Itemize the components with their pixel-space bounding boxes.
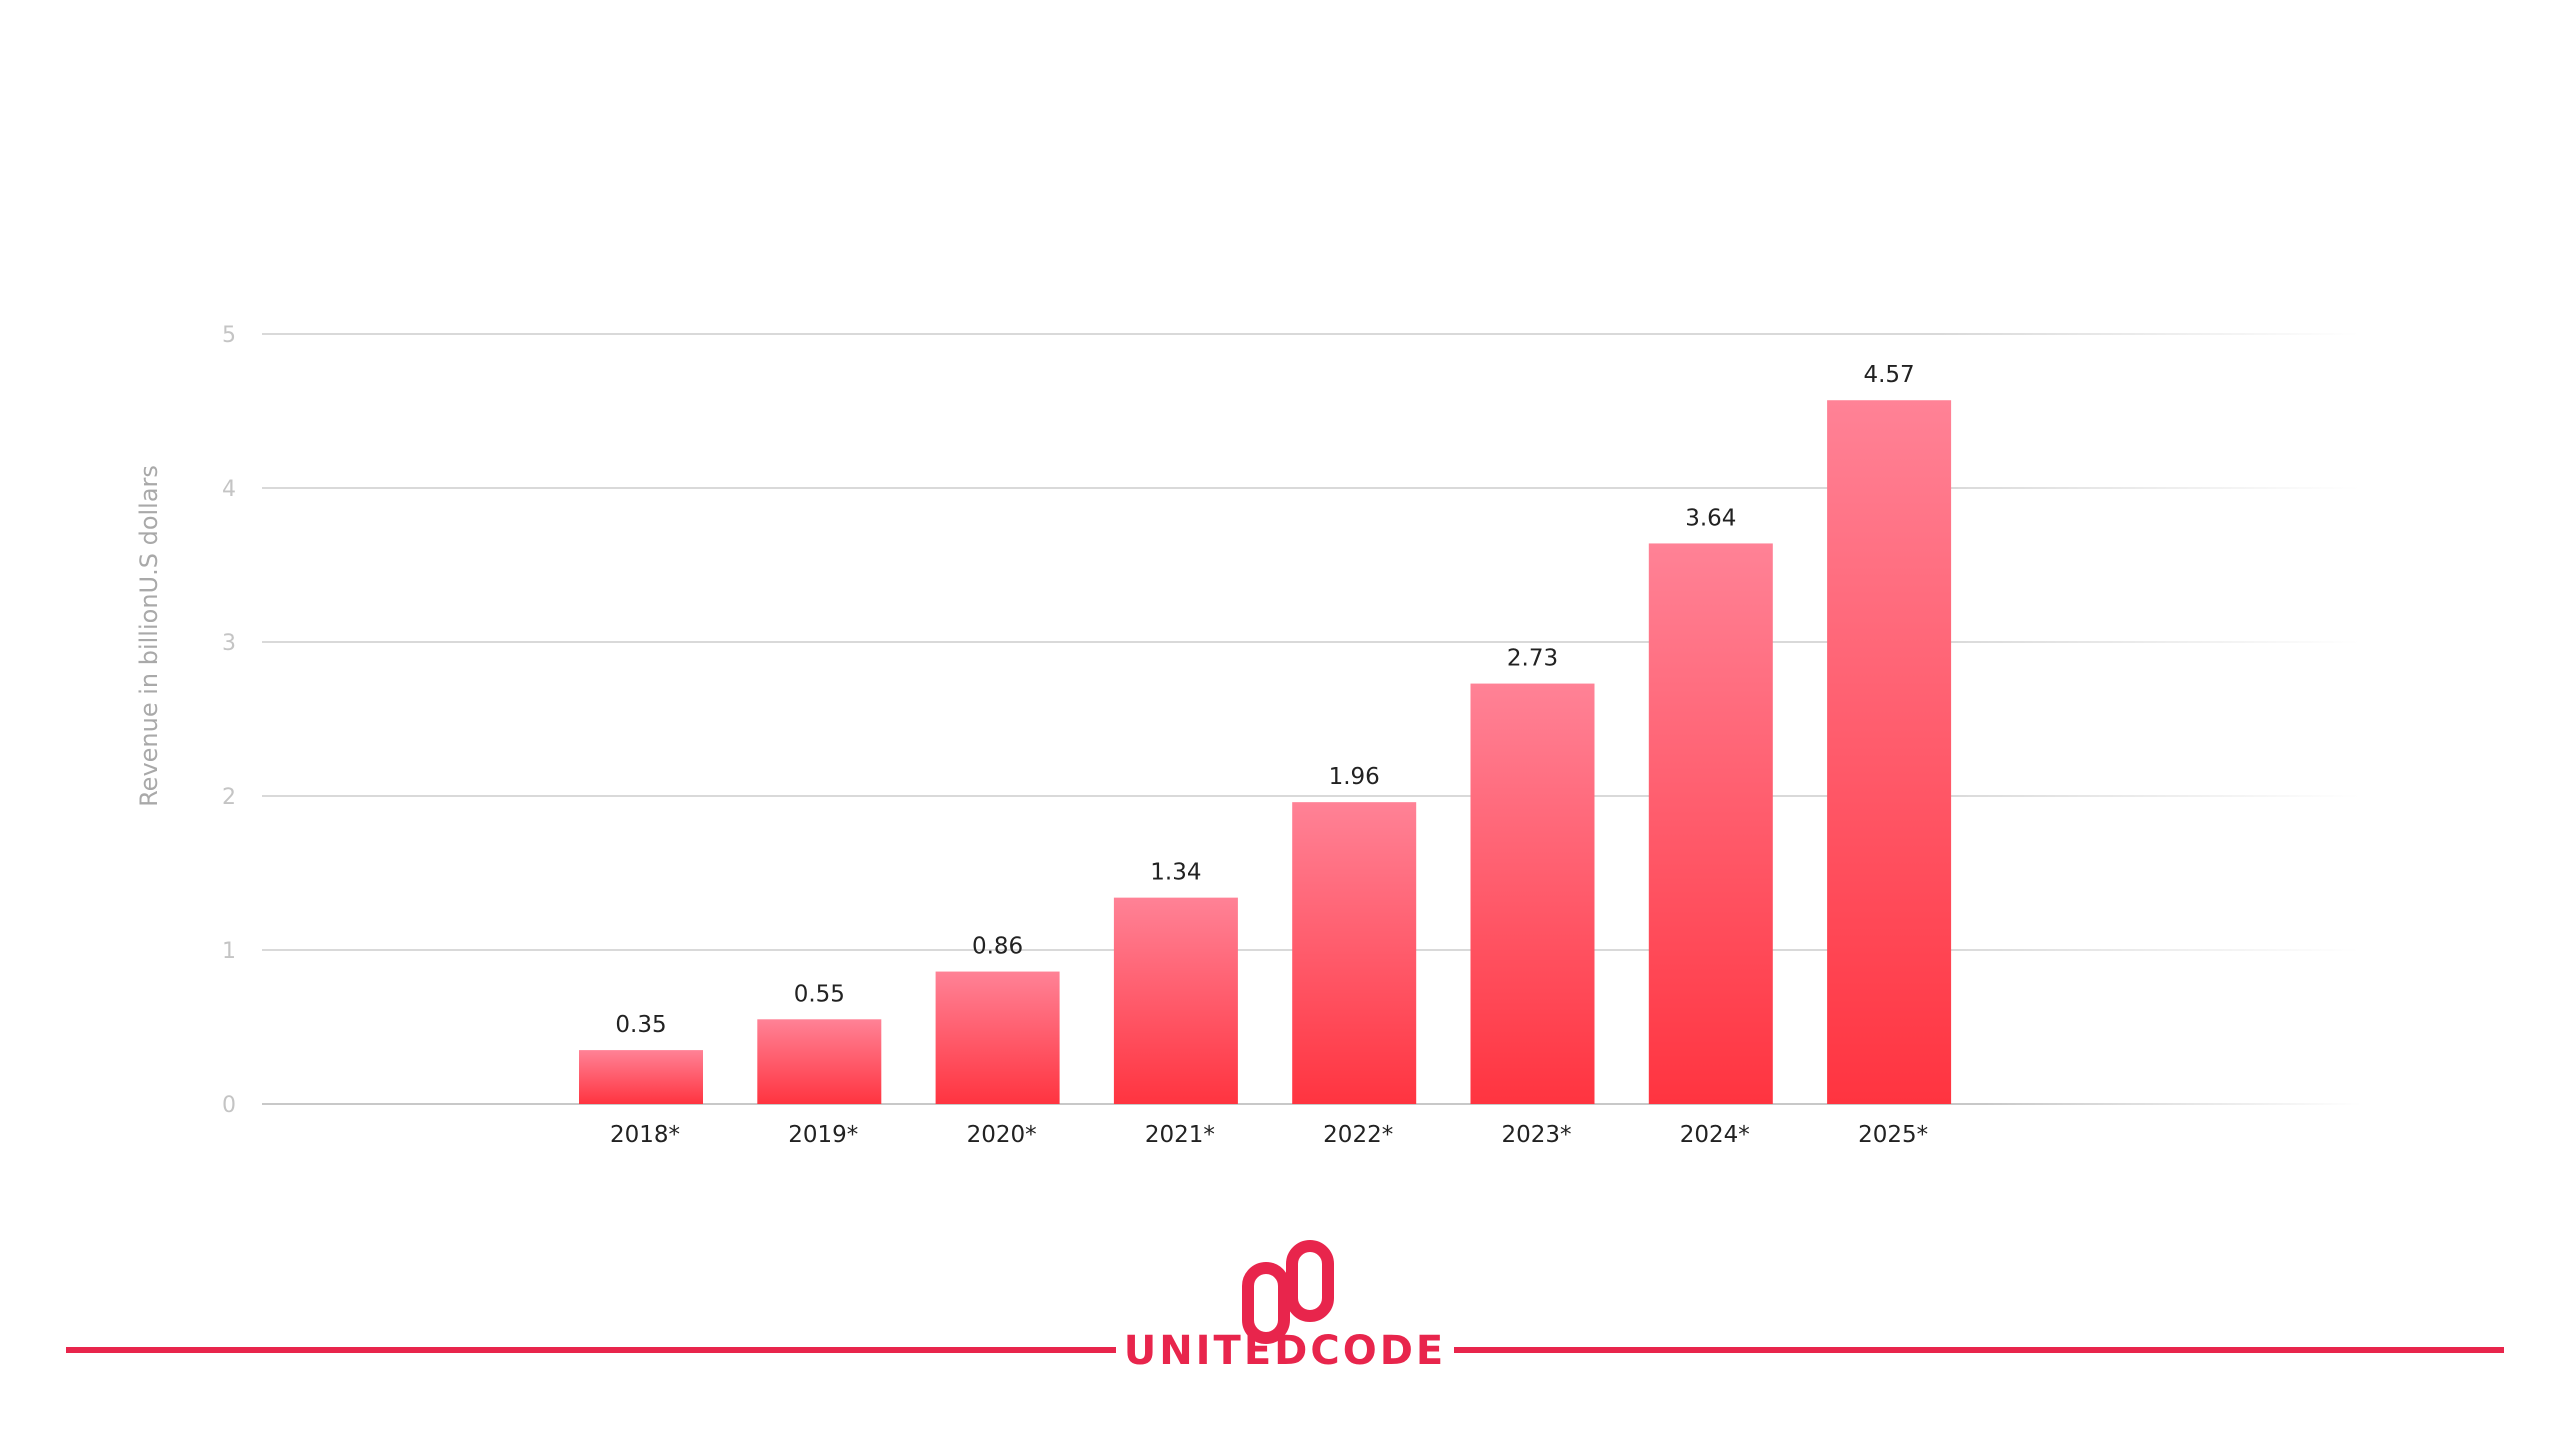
x-tick-label: 2022* bbox=[1323, 1122, 1393, 1148]
bar bbox=[579, 1050, 703, 1104]
gridline bbox=[262, 333, 2360, 335]
bar bbox=[1827, 400, 1952, 1105]
bar bbox=[1648, 543, 1773, 1104]
x-tick-label: 2019* bbox=[788, 1122, 858, 1148]
x-tick-label: 2025* bbox=[1858, 1122, 1928, 1148]
bar-value-label: 3.64 bbox=[1685, 505, 1736, 531]
x-tick-label: 2020* bbox=[967, 1122, 1037, 1148]
x-tick-label: 2018* bbox=[610, 1122, 680, 1148]
bar bbox=[935, 971, 1060, 1104]
bar bbox=[1470, 683, 1595, 1104]
bar-value-label: 0.35 bbox=[615, 1012, 666, 1038]
bar bbox=[1113, 897, 1238, 1104]
y-tick-labels: 0 1 2 3 4 5 bbox=[222, 323, 236, 1118]
bar-value-label: 4.57 bbox=[1863, 362, 1914, 388]
y-tick-label: 4 bbox=[222, 477, 236, 502]
value-labels: 0.35 0.55 0.86 1.34 1.96 2.73 3.64 4.57 bbox=[615, 362, 1914, 1038]
gridline bbox=[262, 641, 2360, 643]
bar bbox=[757, 1019, 882, 1104]
x-tick-label: 2024* bbox=[1680, 1122, 1750, 1148]
y-tick-label: 2 bbox=[222, 785, 236, 810]
brand-name: UNITEDCODE bbox=[1124, 1328, 1447, 1374]
y-tick-label: 3 bbox=[222, 631, 236, 656]
y-tick-label: 5 bbox=[222, 323, 236, 348]
bar-value-label: 2.73 bbox=[1507, 646, 1558, 672]
bar-value-label: 1.34 bbox=[1150, 860, 1201, 886]
x-tick-label: 2021* bbox=[1145, 1122, 1215, 1148]
bars bbox=[579, 400, 1952, 1105]
gridline bbox=[262, 487, 2360, 489]
bar bbox=[1292, 802, 1417, 1104]
footer-line-right bbox=[1454, 1347, 2504, 1353]
y-tick-label: 1 bbox=[222, 939, 236, 964]
x-tick-label: 2023* bbox=[1501, 1122, 1571, 1148]
bar-value-label: 1.96 bbox=[1329, 764, 1380, 790]
bar-value-label: 0.86 bbox=[972, 934, 1023, 960]
bar-value-label: 0.55 bbox=[794, 981, 845, 1007]
y-tick-label: 0 bbox=[222, 1093, 236, 1118]
y-axis-title: Revenue in billionU.S dollars bbox=[135, 465, 163, 807]
category-labels: 2018* 2019* 2020* 2021* 2022* 2023* 2024* 2025* bbox=[610, 1122, 1928, 1148]
gridline bbox=[262, 795, 2360, 797]
footer-line-left bbox=[66, 1347, 1116, 1353]
unitedcode-logo-icon bbox=[1242, 1240, 1334, 1344]
